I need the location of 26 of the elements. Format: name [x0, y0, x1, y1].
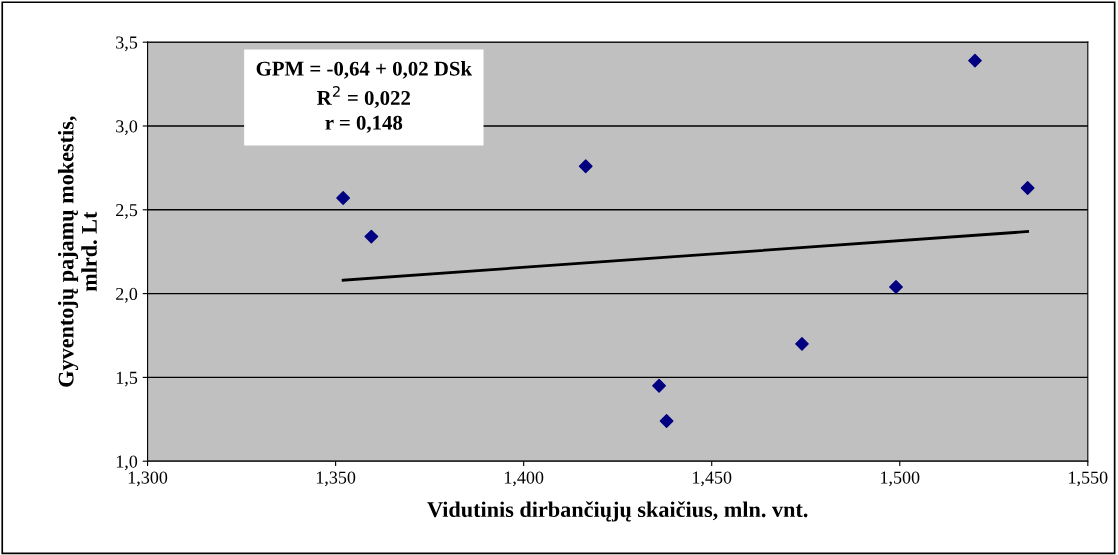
y-tick-label: 1,5 — [116, 371, 138, 387]
x-tick-label: 1,400 — [504, 471, 544, 487]
point — [336, 191, 351, 205]
y-tick-label: 2,0 — [116, 287, 138, 303]
point — [652, 378, 666, 393]
x-tick-label: 1,450 — [692, 471, 732, 487]
point — [889, 279, 903, 294]
annotation: GPM = -0,64 + 0,02 DSk — [256, 61, 473, 79]
point — [578, 159, 593, 174]
point — [1020, 181, 1035, 195]
x-tick-label: 1,550 — [1069, 471, 1108, 487]
x-tick-label: 1,500 — [881, 471, 920, 487]
y-tick-label: 2,5 — [116, 204, 138, 219]
y-tick-label: 1,0 — [116, 455, 138, 471]
point — [968, 53, 982, 68]
annotation: R$^{2}$ = 0,022 — [317, 85, 410, 108]
point — [659, 414, 674, 428]
y-tick-label: 3,5 — [116, 36, 138, 52]
x-axis-title: Vidutinis dirbančiųjų skaičius, mln. vnt. — [427, 501, 808, 522]
y-axis-title: Gyventojų pajamų mokestis, mlrd. Lt — [57, 116, 97, 387]
x-tick-label: 1,300 — [128, 471, 168, 487]
point — [364, 229, 379, 244]
x-tick-label: 1,350 — [316, 471, 356, 487]
annotation: r = 0,148 — [325, 115, 403, 133]
point — [795, 336, 809, 351]
y-tick-label: 3,0 — [116, 120, 138, 136]
